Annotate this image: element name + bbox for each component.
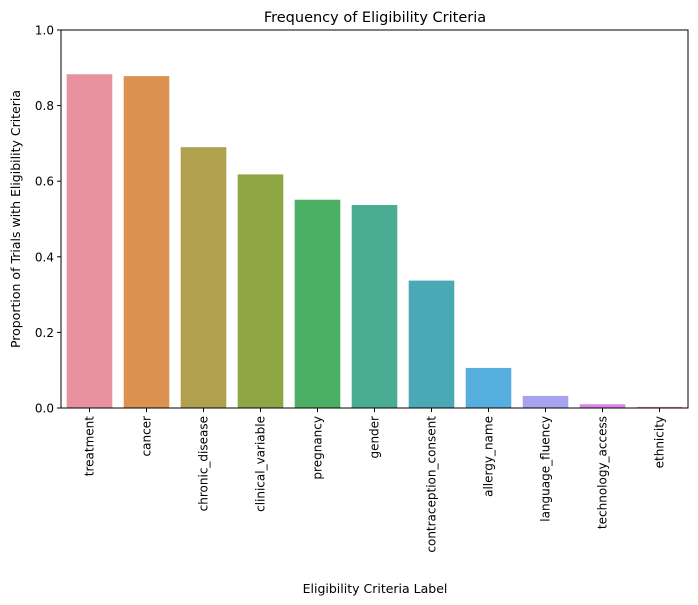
y-axis: 0.0 0.2 0.4 0.6 0.8 1.0 — [35, 24, 61, 416]
y-axis-label: Proportion of Trials with Eligibility Cr… — [8, 90, 23, 348]
x-tick-label: technology_access — [596, 416, 610, 529]
bar-technology_access — [579, 404, 626, 408]
x-tick-label: allergy_name — [482, 416, 496, 497]
bar-chronic_disease — [180, 147, 227, 408]
bar-gender — [351, 205, 398, 408]
y-tick-label: 0.0 — [35, 402, 54, 416]
y-tick-label: 0.4 — [35, 250, 54, 264]
y-tick-label: 0.8 — [35, 99, 54, 113]
x-tick-label: ethnicity — [653, 416, 667, 468]
bar-language_fluency — [522, 395, 569, 408]
x-tick-label: language_fluency — [539, 416, 553, 522]
x-tick-label: clinical_variable — [254, 416, 268, 512]
y-tick-label: 0.6 — [35, 175, 54, 189]
bar-ethnicity — [636, 406, 683, 408]
x-tick-label: contraception_consent — [425, 416, 439, 553]
x-tick-label: cancer — [140, 416, 154, 457]
x-tick-label: gender — [368, 416, 382, 459]
chart-title: Frequency of Eligibility Criteria — [264, 10, 486, 26]
bar-contraception_consent — [408, 280, 455, 408]
bar-treatment — [66, 74, 113, 408]
bars-group — [66, 74, 683, 409]
bar-allergy_name — [465, 367, 512, 408]
y-tick-label: 1.0 — [35, 24, 54, 38]
x-tick-label: chronic_disease — [197, 416, 211, 511]
bar-pregnancy — [294, 199, 341, 408]
plot-frame — [60, 29, 689, 409]
x-tick-label: treatment — [83, 416, 97, 476]
x-axis: treatment cancer chronic_disease clinical_v… — [83, 408, 667, 553]
bar-clinical_variable — [237, 174, 284, 408]
y-tick-label: 0.2 — [35, 326, 54, 340]
x-axis-label: Eligibility Criteria Label — [303, 581, 448, 596]
x-tick-label: pregnancy — [311, 416, 325, 480]
bar-cancer — [123, 76, 170, 409]
